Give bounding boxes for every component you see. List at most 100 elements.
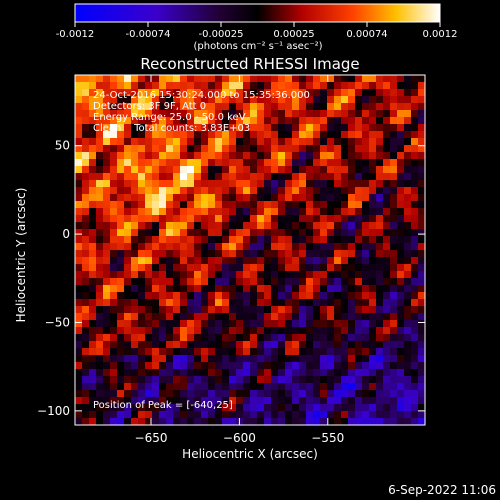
heatmap-cell xyxy=(145,194,153,202)
heatmap-cell xyxy=(348,117,356,125)
heatmap-cell xyxy=(383,369,391,377)
heatmap-cell xyxy=(194,117,202,125)
heatmap-cell xyxy=(180,103,188,111)
heatmap-cell xyxy=(236,89,244,97)
heatmap-cell xyxy=(110,418,118,426)
heatmap-cell xyxy=(89,306,97,314)
heatmap-cell xyxy=(376,180,384,188)
heatmap-cell xyxy=(404,138,412,146)
heatmap-cell xyxy=(243,383,251,391)
heatmap-cell xyxy=(173,313,181,321)
heatmap-cell xyxy=(96,243,104,251)
heatmap-cell xyxy=(264,299,272,307)
heatmap-cell xyxy=(215,103,223,111)
heatmap-cell xyxy=(159,390,167,398)
heatmap-cell xyxy=(369,159,377,167)
heatmap-cell xyxy=(271,271,279,279)
heatmap-cell xyxy=(180,348,188,356)
heatmap-cell xyxy=(397,110,405,118)
y-tick-label: 50 xyxy=(55,139,70,153)
heatmap-cell xyxy=(313,411,321,419)
heatmap-cell xyxy=(159,292,167,300)
heatmap-cell xyxy=(124,201,132,209)
heatmap-cell xyxy=(257,299,265,307)
heatmap-cell xyxy=(138,215,146,223)
heatmap-cell xyxy=(264,124,272,132)
heatmap-cell xyxy=(369,313,377,321)
heatmap-cell xyxy=(138,369,146,377)
heatmap-cell xyxy=(187,264,195,272)
heatmap-cell xyxy=(390,89,398,97)
heatmap-cell xyxy=(229,166,237,174)
heatmap-cell xyxy=(96,341,104,349)
heatmap-cell xyxy=(369,362,377,370)
heatmap-cell xyxy=(201,243,209,251)
heatmap-cell xyxy=(243,348,251,356)
heatmap-cell xyxy=(173,187,181,195)
heatmap-cell xyxy=(159,180,167,188)
heatmap-cell xyxy=(201,131,209,139)
heatmap-cell xyxy=(397,145,405,153)
heatmap-cell xyxy=(194,166,202,174)
heatmap-cell xyxy=(292,334,300,342)
heatmap-cell xyxy=(327,376,335,384)
colorbar-tick-label: 0.00074 xyxy=(346,29,387,40)
heatmap-cell xyxy=(376,348,384,356)
heatmap-cell xyxy=(159,299,167,307)
heatmap-cell xyxy=(299,75,307,83)
heatmap-cell xyxy=(411,117,419,125)
heatmap-cell xyxy=(124,418,132,426)
heatmap-cell xyxy=(82,208,90,216)
heatmap-cell xyxy=(152,285,160,293)
heatmap-cell xyxy=(341,271,349,279)
heatmap-cell xyxy=(376,229,384,237)
heatmap-cell xyxy=(327,138,335,146)
heatmap-cell xyxy=(376,166,384,174)
heatmap-cell xyxy=(201,103,209,111)
heatmap-cell xyxy=(103,159,111,167)
heatmap-cell xyxy=(159,341,167,349)
heatmap-cell xyxy=(194,138,202,146)
heatmap-cell xyxy=(229,180,237,188)
heatmap-cell xyxy=(348,341,356,349)
heatmap-cell xyxy=(327,243,335,251)
heatmap-cell xyxy=(82,145,90,153)
heatmap-cell xyxy=(145,376,153,384)
heatmap-cell xyxy=(180,117,188,125)
heatmap-cell xyxy=(215,285,223,293)
heatmap-cell xyxy=(131,201,139,209)
heatmap-cell xyxy=(306,117,314,125)
heatmap-cell xyxy=(75,271,83,279)
heatmap-cell xyxy=(355,257,363,265)
heatmap-cell xyxy=(404,180,412,188)
heatmap-cell xyxy=(75,236,83,244)
heatmap-cell xyxy=(229,152,237,160)
heatmap-cell xyxy=(320,89,328,97)
heatmap-cell xyxy=(418,327,426,335)
heatmap-cell xyxy=(264,257,272,265)
heatmap-cell xyxy=(208,117,216,125)
heatmap-cell xyxy=(152,215,160,223)
heatmap-cell xyxy=(390,166,398,174)
heatmap-cell xyxy=(250,89,258,97)
heatmap-cell xyxy=(257,327,265,335)
heatmap-cell xyxy=(173,124,181,132)
heatmap-cell xyxy=(313,257,321,265)
heatmap-cell xyxy=(75,334,83,342)
heatmap-cell xyxy=(348,229,356,237)
heatmap-cell xyxy=(180,376,188,384)
heatmap-cell xyxy=(411,390,419,398)
heatmap-cell xyxy=(334,299,342,307)
heatmap-cell xyxy=(110,96,118,104)
heatmap-cell xyxy=(124,75,132,83)
heatmap-cell xyxy=(110,75,118,83)
heatmap-cell xyxy=(194,194,202,202)
heatmap-cell xyxy=(103,229,111,237)
heatmap-cell xyxy=(313,103,321,111)
heatmap-cell xyxy=(278,257,286,265)
heatmap-cell xyxy=(397,411,405,419)
heatmap-cell xyxy=(215,313,223,321)
heatmap-cell xyxy=(222,348,230,356)
heatmap-cell xyxy=(152,362,160,370)
heatmap-cell xyxy=(334,145,342,153)
